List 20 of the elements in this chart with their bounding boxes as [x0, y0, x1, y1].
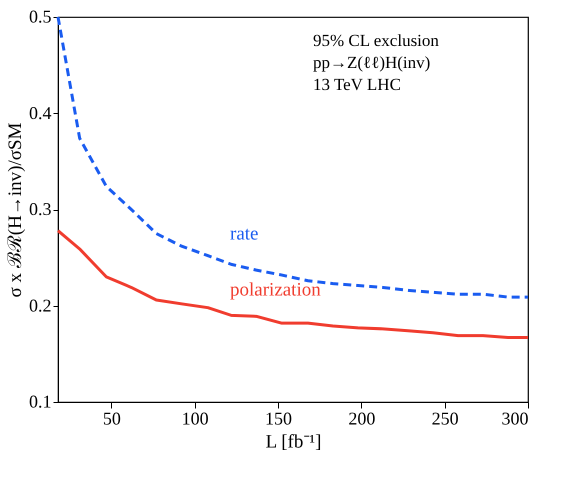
x-tick-label: 300 — [502, 408, 528, 428]
annotation: 13 TeV LHC — [313, 75, 401, 94]
line-series — [56, 229, 530, 340]
x-axis-title: L [fb⁻¹] — [266, 432, 322, 452]
x-tick-label: 250 — [432, 408, 459, 428]
y-tick-label: 0.4 — [29, 102, 52, 123]
x-tick-label: 200 — [348, 408, 376, 428]
y-tick-label: 0.1 — [29, 392, 52, 412]
x-tick-label: 150 — [265, 408, 292, 428]
series-label: rate — [230, 224, 258, 245]
line-series — [56, 16, 530, 299]
y-tick-label: 0.5 — [29, 6, 52, 26]
y-axis-title: σ x ℬℛ(H→inv)/σSM — [5, 122, 26, 298]
annotation: 95% CL exclusion — [313, 31, 440, 50]
x-tick-label: 100 — [182, 408, 209, 428]
y-tick-label: 0.2 — [29, 295, 52, 316]
x-tick-label: 50 — [102, 408, 121, 428]
series-label: polarization — [230, 280, 322, 301]
y-tick-label: 0.3 — [29, 199, 52, 219]
annotation: pp→Z(ℓℓ)H(inv) — [313, 53, 430, 72]
